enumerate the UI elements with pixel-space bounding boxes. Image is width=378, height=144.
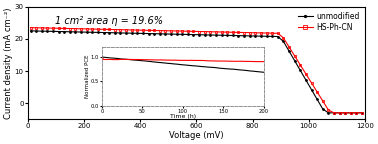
Y-axis label: Current density (mA cm⁻²): Current density (mA cm⁻²) xyxy=(4,7,13,119)
HS-Ph-CN xyxy=(28,27,33,29)
unmodified xyxy=(28,30,33,32)
HS-Ph-CN xyxy=(360,112,364,114)
unmodified xyxy=(326,112,331,114)
Legend: unmodified, HS-Ph-CN: unmodified, HS-Ph-CN xyxy=(296,11,361,33)
Line: unmodified: unmodified xyxy=(29,30,364,114)
HS-Ph-CN xyxy=(141,29,145,31)
X-axis label: Voltage (mV): Voltage (mV) xyxy=(169,131,224,140)
unmodified xyxy=(141,33,145,34)
unmodified xyxy=(113,32,117,34)
unmodified xyxy=(124,32,129,34)
unmodified xyxy=(84,31,89,33)
HS-Ph-CN xyxy=(236,32,241,33)
unmodified xyxy=(135,32,139,34)
HS-Ph-CN xyxy=(113,29,117,30)
Line: HS-Ph-CN: HS-Ph-CN xyxy=(29,26,364,114)
unmodified xyxy=(236,35,241,36)
HS-Ph-CN xyxy=(124,29,129,31)
Text: 1 cm² area η = 19.6%: 1 cm² area η = 19.6% xyxy=(55,16,163,26)
unmodified xyxy=(360,112,364,114)
HS-Ph-CN xyxy=(84,28,89,30)
HS-Ph-CN xyxy=(135,29,139,31)
HS-Ph-CN xyxy=(332,112,336,114)
